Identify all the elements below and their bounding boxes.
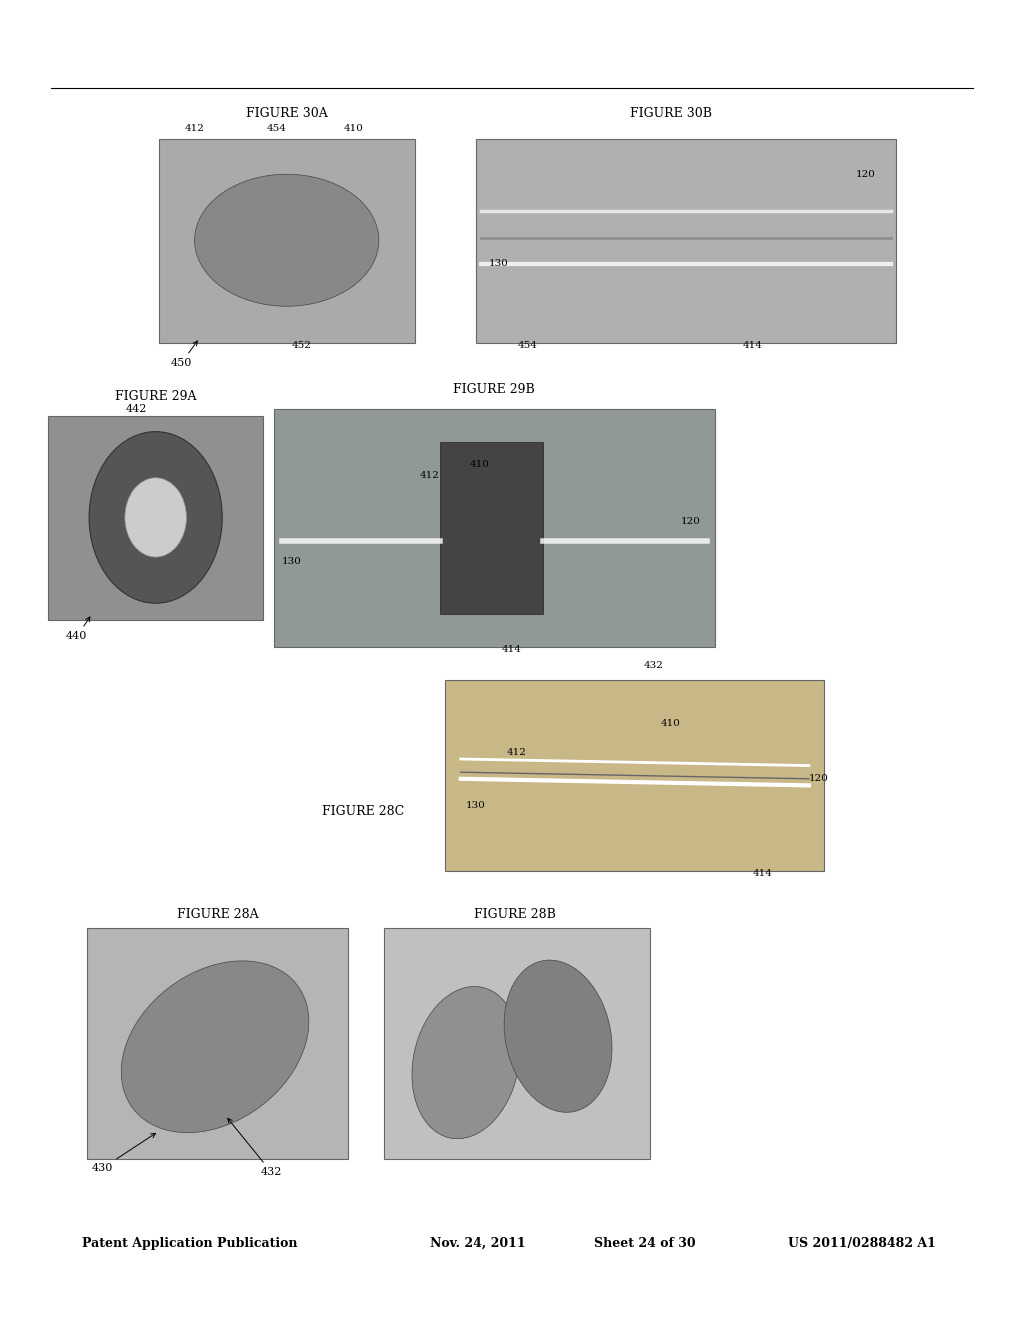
FancyBboxPatch shape [159,139,415,343]
Ellipse shape [121,961,309,1133]
Text: 414: 414 [742,342,763,350]
Circle shape [125,478,186,557]
Text: 450: 450 [171,341,198,368]
Ellipse shape [412,986,520,1139]
FancyBboxPatch shape [384,928,650,1159]
Text: 130: 130 [282,557,302,565]
Text: US 2011/0288482 A1: US 2011/0288482 A1 [788,1237,936,1250]
Text: Sheet 24 of 30: Sheet 24 of 30 [594,1237,695,1250]
Text: 412: 412 [507,748,527,756]
Text: 432: 432 [227,1118,282,1177]
Ellipse shape [504,960,612,1113]
Text: FIGURE 29B: FIGURE 29B [453,383,535,396]
Text: 410: 410 [660,719,681,727]
Text: 410: 410 [469,461,489,469]
Text: 130: 130 [488,260,509,268]
FancyBboxPatch shape [274,409,715,647]
Text: FIGURE 29A: FIGURE 29A [115,389,197,403]
FancyBboxPatch shape [440,442,543,614]
Text: 120: 120 [855,170,876,178]
Text: 414: 414 [502,645,522,653]
Circle shape [89,432,222,603]
Text: 130: 130 [466,801,486,809]
Text: FIGURE 28B: FIGURE 28B [474,908,556,921]
Text: 440: 440 [67,616,90,642]
Text: 120: 120 [681,517,701,525]
Text: 432: 432 [643,661,664,669]
Text: 410: 410 [343,124,364,132]
Ellipse shape [195,174,379,306]
Text: 442: 442 [126,404,146,414]
FancyBboxPatch shape [445,680,824,871]
Text: FIGURE 28C: FIGURE 28C [323,805,404,818]
FancyBboxPatch shape [87,928,348,1159]
Text: 430: 430 [92,1134,156,1173]
Text: FIGURE 28A: FIGURE 28A [177,908,259,921]
Text: 412: 412 [184,124,205,132]
Text: FIGURE 30A: FIGURE 30A [246,107,328,120]
FancyBboxPatch shape [476,139,896,343]
Text: 454: 454 [517,342,538,350]
Text: 454: 454 [266,124,287,132]
Text: Patent Application Publication: Patent Application Publication [82,1237,297,1250]
Text: Nov. 24, 2011: Nov. 24, 2011 [430,1237,525,1250]
FancyBboxPatch shape [48,416,263,620]
Text: 412: 412 [420,471,440,479]
Text: FIGURE 30B: FIGURE 30B [630,107,712,120]
Text: 120: 120 [809,775,829,783]
Text: 414: 414 [753,870,773,878]
Text: 452: 452 [292,342,312,350]
